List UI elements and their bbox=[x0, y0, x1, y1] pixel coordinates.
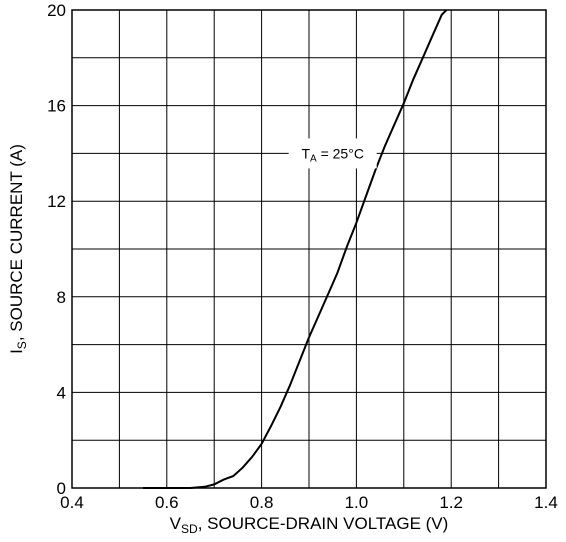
x-axis-label-main: V bbox=[170, 514, 182, 533]
x-tick-label: 1.2 bbox=[439, 493, 463, 512]
x-tick-labels: 0.4 0.6 0.8 1.0 1.2 1.4 bbox=[60, 493, 558, 512]
x-axis-label-sub: SD bbox=[181, 522, 198, 536]
y-tick-label: 20 bbox=[47, 1, 66, 20]
y-axis-label-main: I bbox=[7, 349, 26, 354]
source-current-curve bbox=[143, 9, 448, 489]
annotation-main: T bbox=[301, 145, 310, 161]
y-tick-labels: 0 4 8 12 16 20 bbox=[47, 1, 66, 498]
x-tick-label: 0.6 bbox=[155, 493, 179, 512]
x-axis-label-rest: , SOURCE-DRAIN VOLTAGE (V) bbox=[198, 514, 449, 533]
x-tick-label: 0.4 bbox=[60, 493, 84, 512]
y-tick-label: 12 bbox=[47, 192, 66, 211]
y-tick-label: 4 bbox=[57, 383, 66, 402]
y-axis-label: IS, SOURCE CURRENT (A) bbox=[7, 144, 29, 354]
x-tick-label: 1.0 bbox=[345, 493, 369, 512]
svg-text:TA = 25°C: TA = 25°C bbox=[301, 145, 363, 164]
y-tick-label: 8 bbox=[57, 288, 66, 307]
temperature-annotation: TA = 25°C bbox=[288, 138, 377, 169]
plot-frame bbox=[71, 9, 547, 489]
y-tick-label: 16 bbox=[47, 97, 66, 116]
x-tick-label: 0.8 bbox=[250, 493, 274, 512]
annotation-sub: A bbox=[310, 153, 317, 164]
y-axis-label-rest: , SOURCE CURRENT (A) bbox=[7, 144, 26, 341]
x-tick-label: 1.4 bbox=[534, 493, 558, 512]
y-tick-label: 0 bbox=[57, 479, 66, 498]
y-axis-label-sub: S bbox=[15, 341, 29, 349]
annotation-rest: = 25°C bbox=[317, 145, 364, 161]
grid bbox=[72, 10, 546, 488]
x-axis-label: VSD, SOURCE-DRAIN VOLTAGE (V) bbox=[170, 514, 449, 536]
